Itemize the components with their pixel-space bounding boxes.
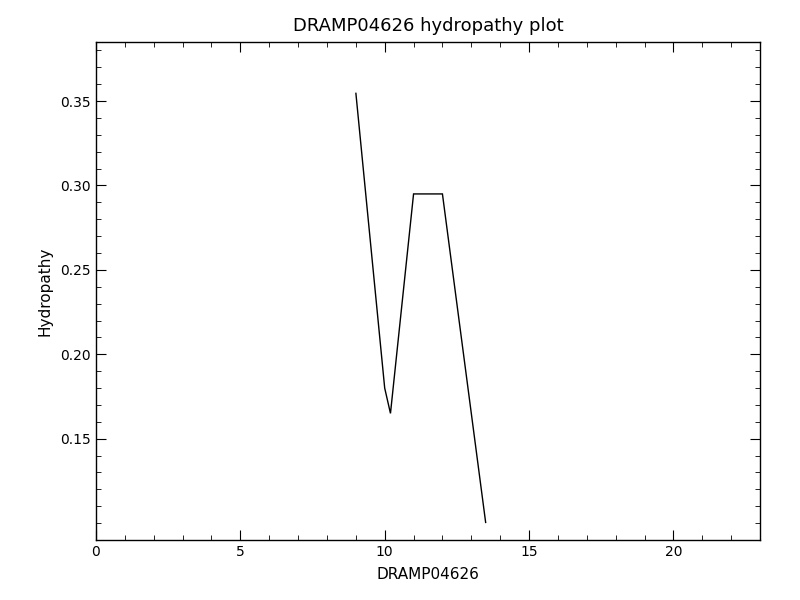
X-axis label: DRAMP04626: DRAMP04626 [377, 567, 479, 582]
Title: DRAMP04626 hydropathy plot: DRAMP04626 hydropathy plot [293, 17, 563, 35]
Y-axis label: Hydropathy: Hydropathy [37, 247, 52, 335]
